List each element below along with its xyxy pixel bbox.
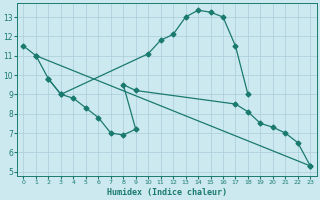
X-axis label: Humidex (Indice chaleur): Humidex (Indice chaleur) [107, 188, 227, 197]
